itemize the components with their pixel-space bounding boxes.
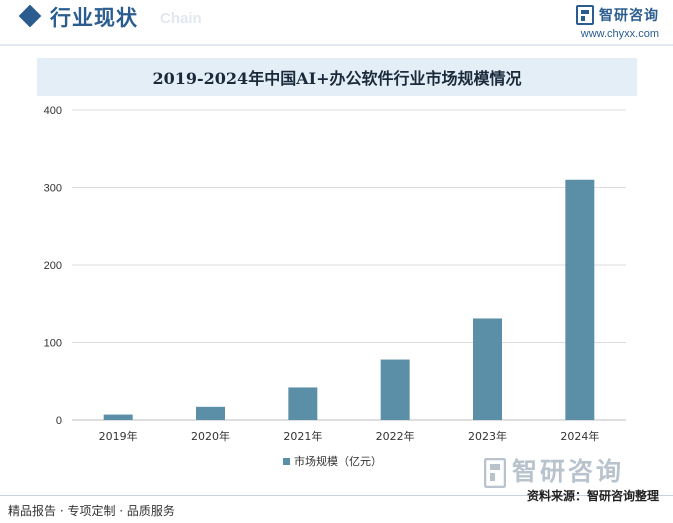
y-tick-label: 100	[44, 338, 62, 350]
x-tick-label: 2023年	[468, 429, 507, 443]
y-tick-label: 0	[56, 415, 62, 427]
watermark-name: 智研咨询	[512, 457, 625, 486]
header-title: 行业现状	[50, 6, 138, 30]
chart-gridlines	[72, 109, 626, 421]
legend-swatch	[283, 458, 290, 465]
header-subtitle: Chain	[160, 10, 202, 27]
chart-bars	[103, 179, 595, 420]
header-divider	[0, 44, 673, 46]
brand-url[interactable]: www.chyxx.com	[580, 28, 659, 40]
legend-label: 市场规模（亿元）	[294, 454, 382, 468]
x-tick-label: 2019年	[99, 429, 138, 443]
x-tick-label: 2020年	[191, 429, 230, 443]
x-tick-label: 2021年	[283, 429, 322, 443]
y-tick-label: 200	[44, 260, 62, 272]
brand-name: 智研咨询	[599, 8, 659, 24]
brand[interactable]: 智研咨询	[576, 5, 659, 25]
x-axis-ticks: 2019年 2020年 2021年 2022年 2023年 2024年	[99, 429, 600, 443]
bar	[565, 179, 595, 420]
bar	[380, 359, 410, 420]
chart-title: 2019-2024年中国AI+办公软件行业市场规模情况	[37, 58, 637, 96]
bar	[196, 406, 225, 420]
chart-legend: 市场规模（亿元）	[283, 454, 382, 468]
data-source: 资料来源：智研咨询整理	[526, 489, 659, 503]
brand-logo-icon	[576, 5, 594, 25]
footer-divider	[0, 495, 673, 496]
x-tick-label: 2022年	[376, 429, 415, 443]
watermark-logo-icon	[484, 458, 506, 488]
bar	[473, 318, 502, 420]
y-tick-label: 400	[44, 105, 62, 117]
bar	[288, 387, 318, 420]
bar	[103, 414, 133, 420]
footer-tagline: 精品报告 · 专项定制 · 品质服务	[8, 504, 175, 518]
y-axis-ticks: 0 100 200 300 400	[44, 105, 62, 427]
x-tick-label: 2024年	[560, 429, 599, 443]
y-tick-label: 300	[44, 183, 62, 195]
